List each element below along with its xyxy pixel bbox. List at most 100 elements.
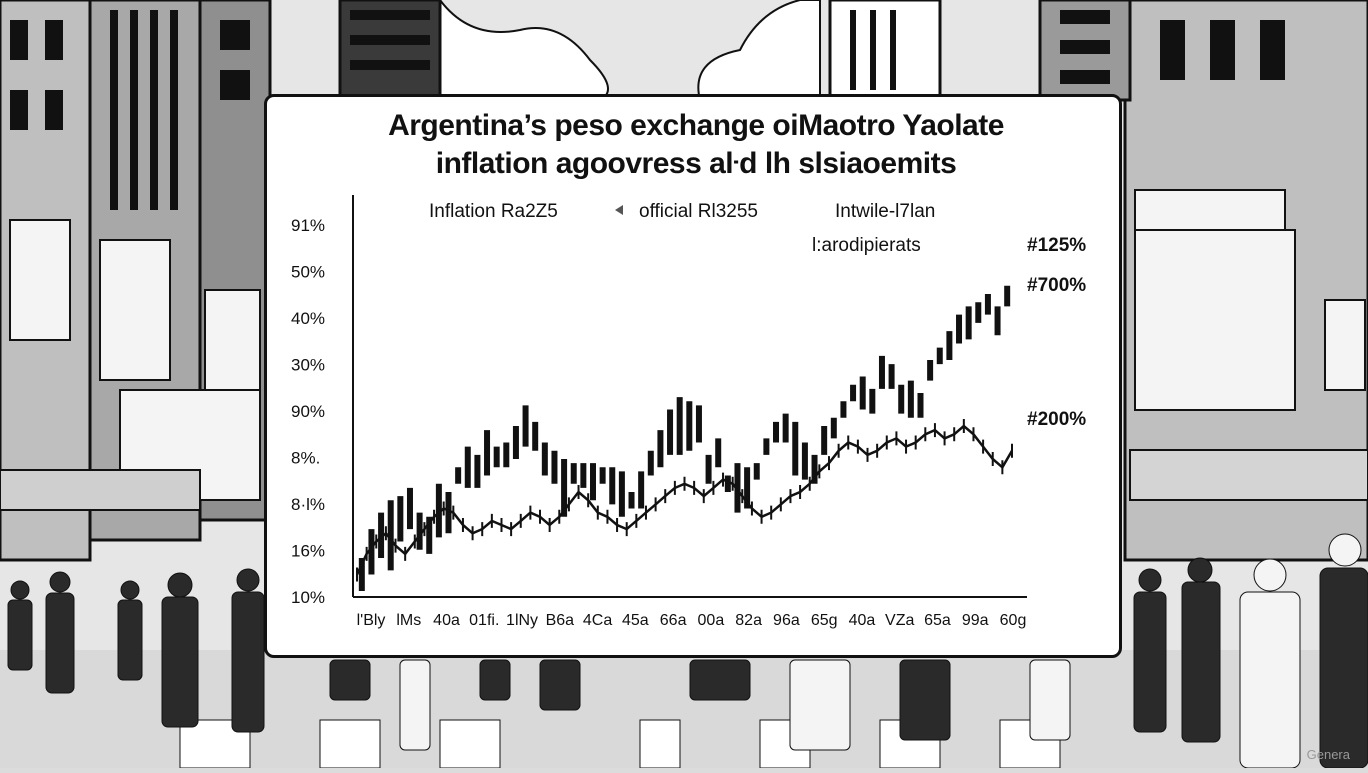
legend-entry: official Rl3255 xyxy=(639,201,758,222)
exchange-candle xyxy=(985,294,991,315)
y-tick-label: 50% xyxy=(291,263,325,282)
x-tick-label: 96a xyxy=(773,612,800,629)
y-tick-label: 16% xyxy=(291,542,325,561)
exchange-candle xyxy=(946,331,952,360)
exchange-candle xyxy=(465,447,471,488)
exchange-candle xyxy=(619,471,625,516)
exchange-candle xyxy=(677,397,683,455)
exchange-candle xyxy=(696,405,702,442)
y-tick-labels: 10% 16% 8·l% 8%. 90% 30% 40% 50% 91% xyxy=(291,216,325,607)
exchange-candle xyxy=(590,463,596,500)
exchange-candle xyxy=(686,401,692,451)
exchange-candle xyxy=(975,302,981,323)
right-annotations: #125% #700% #200% xyxy=(1027,235,1086,430)
exchange-candle xyxy=(513,426,519,459)
exchange-candle xyxy=(917,393,923,418)
right-annotation: #200% xyxy=(1027,409,1086,430)
exchange-candle xyxy=(571,463,577,484)
x-tick-labels: l'Bly lMs 40a 01fi. 1lNy B6a 4Ca 45a 66a 00a 82a 96… xyxy=(357,612,1027,629)
exchange-candle xyxy=(889,364,895,389)
exchange-candle xyxy=(995,306,1001,335)
exchange-candle xyxy=(850,385,856,402)
exchange-candle xyxy=(898,385,904,414)
legend-sub-entry: l:arodipierats xyxy=(812,235,921,256)
x-tick-label: 00a xyxy=(698,612,725,629)
exchange-candle xyxy=(638,471,644,508)
inflation-line xyxy=(357,426,1012,575)
exchange-candle xyxy=(397,496,403,541)
exchange-candle xyxy=(706,455,712,484)
exchange-candle xyxy=(792,422,798,476)
exchange-candle xyxy=(407,488,413,529)
x-tick-label: 65a xyxy=(924,612,951,629)
watermark-text: Genera xyxy=(1307,747,1350,762)
y-tick-label: 91% xyxy=(291,216,325,235)
exchange-candle xyxy=(609,467,615,504)
x-tick-label: 4Ca xyxy=(583,612,612,629)
x-tick-label: 1lNy xyxy=(506,612,538,629)
inflation-series xyxy=(357,419,1012,582)
x-tick-label: 40a xyxy=(433,612,460,629)
right-annotation: #700% xyxy=(1027,275,1086,296)
legend-arrow-icon xyxy=(615,205,623,215)
y-tick-label: 10% xyxy=(291,588,325,607)
x-tick-label: 82a xyxy=(735,612,762,629)
legend: Inflation Ra2Z5 official Rl3255 Intwile-… xyxy=(429,201,935,256)
exchange-candle xyxy=(956,315,962,344)
x-tick-label: lMs xyxy=(396,612,421,629)
exchange-candle xyxy=(869,389,875,414)
exchange-candle xyxy=(831,418,837,439)
exchange-candle xyxy=(580,463,586,488)
x-tick-label: 40a xyxy=(849,612,876,629)
legend-entry: Inflation Ra2Z5 xyxy=(429,201,558,222)
chart-panel: Argentina’s peso exchange oiMaotro Yaola… xyxy=(264,94,1122,658)
y-tick-label: 8%. xyxy=(291,449,320,468)
exchange-candle xyxy=(715,438,721,467)
x-tick-label: VZa xyxy=(885,612,914,629)
x-tick-label: 60g xyxy=(1000,612,1027,629)
legend-entry: Intwile-l7lan xyxy=(835,201,935,222)
exchange-inflation-chart: Inflation Ra2Z5 official Rl3255 Intwile-… xyxy=(267,97,1119,655)
exchange-candle xyxy=(648,451,654,476)
exchange-rate-series xyxy=(359,286,1010,591)
exchange-candle xyxy=(629,492,635,509)
exchange-candle xyxy=(783,414,789,443)
exchange-candle xyxy=(879,356,885,389)
y-tick-label: 90% xyxy=(291,402,325,421)
x-tick-label: 01fi. xyxy=(469,612,499,629)
exchange-candle xyxy=(773,422,779,443)
exchange-candle xyxy=(455,467,461,484)
exchange-candle xyxy=(600,467,606,484)
exchange-candle xyxy=(802,443,808,480)
exchange-candle xyxy=(937,348,943,365)
y-tick-label: 30% xyxy=(291,356,325,375)
x-tick-label: l'Bly xyxy=(357,612,386,629)
x-tick-label: B6a xyxy=(546,612,575,629)
exchange-candle xyxy=(966,306,972,339)
x-tick-label: 66a xyxy=(660,612,687,629)
exchange-candle xyxy=(821,426,827,455)
exchange-candle xyxy=(484,430,490,475)
exchange-candle xyxy=(494,447,500,468)
exchange-candle xyxy=(667,410,673,455)
y-tick-label: 8·l% xyxy=(291,495,325,514)
exchange-candle xyxy=(1004,286,1010,307)
exchange-candle xyxy=(523,405,529,446)
x-tick-label: 45a xyxy=(622,612,649,629)
exchange-candle xyxy=(908,381,914,418)
exchange-candle xyxy=(860,377,866,410)
y-tick-label: 40% xyxy=(291,309,325,328)
exchange-candle xyxy=(927,360,933,381)
right-annotation: #125% xyxy=(1027,235,1086,256)
exchange-candle xyxy=(763,438,769,455)
x-tick-label: 65g xyxy=(811,612,838,629)
x-tick-label: 99a xyxy=(962,612,989,629)
exchange-candle xyxy=(474,455,480,488)
exchange-candle xyxy=(503,443,509,468)
exchange-candle xyxy=(542,443,548,476)
exchange-candle xyxy=(657,430,663,467)
exchange-candle xyxy=(754,463,760,480)
exchange-candle xyxy=(840,401,846,418)
exchange-candle xyxy=(551,451,557,484)
exchange-candle xyxy=(532,422,538,451)
